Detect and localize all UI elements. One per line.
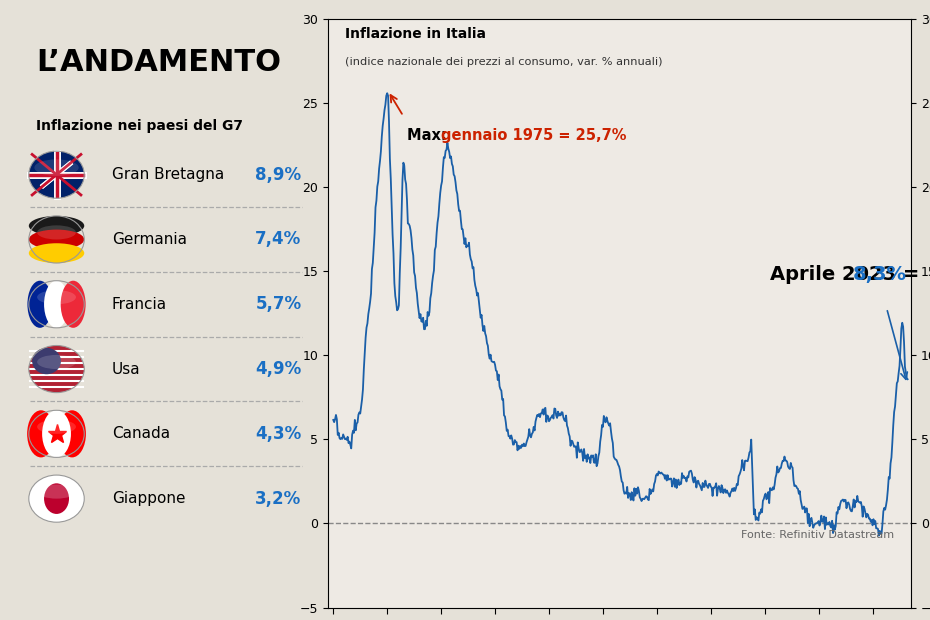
Text: Max:: Max: [406, 128, 451, 143]
Ellipse shape [37, 484, 76, 498]
Text: Germania: Germania [112, 232, 187, 247]
Text: Inflazione nei paesi del G7: Inflazione nei paesi del G7 [36, 118, 243, 133]
Text: Fonte: Refinitiv Datastream: Fonte: Refinitiv Datastream [741, 530, 894, 540]
Ellipse shape [37, 290, 76, 304]
Text: Usa: Usa [112, 361, 140, 376]
Text: 4,3%: 4,3% [256, 425, 301, 443]
Ellipse shape [37, 225, 76, 239]
Text: Gran Bretagna: Gran Bretagna [112, 167, 224, 182]
Ellipse shape [29, 475, 85, 522]
Ellipse shape [29, 229, 85, 249]
Text: 3,2%: 3,2% [256, 490, 301, 508]
Ellipse shape [29, 216, 85, 236]
Ellipse shape [29, 345, 85, 392]
Ellipse shape [37, 420, 76, 434]
Text: Giappone: Giappone [112, 491, 185, 506]
Ellipse shape [60, 281, 86, 328]
Text: gennaio 1975 = 25,7%: gennaio 1975 = 25,7% [441, 128, 627, 143]
Text: Inflazione in Italia: Inflazione in Italia [345, 27, 486, 42]
Ellipse shape [27, 281, 52, 328]
Ellipse shape [29, 243, 85, 263]
Text: (indice nazionale dei prezzi al consumo, var. % annuali): (indice nazionale dei prezzi al consumo,… [345, 57, 663, 67]
Text: 8,9%: 8,9% [256, 166, 301, 184]
Ellipse shape [27, 410, 55, 458]
Text: 8,3%: 8,3% [853, 265, 907, 284]
Text: L’ANDAMENTO: L’ANDAMENTO [36, 48, 281, 77]
Text: 5,7%: 5,7% [256, 295, 301, 313]
Ellipse shape [33, 348, 61, 374]
Text: Francia: Francia [112, 297, 167, 312]
Ellipse shape [59, 410, 86, 458]
Text: 4,9%: 4,9% [256, 360, 301, 378]
Text: Canada: Canada [112, 427, 170, 441]
Ellipse shape [29, 151, 85, 198]
Text: Aprile 2023 =: Aprile 2023 = [770, 265, 926, 284]
Ellipse shape [34, 159, 79, 176]
Text: 7,4%: 7,4% [256, 231, 301, 249]
Ellipse shape [44, 281, 69, 328]
Ellipse shape [42, 410, 71, 458]
Ellipse shape [44, 484, 69, 514]
Ellipse shape [37, 355, 76, 369]
